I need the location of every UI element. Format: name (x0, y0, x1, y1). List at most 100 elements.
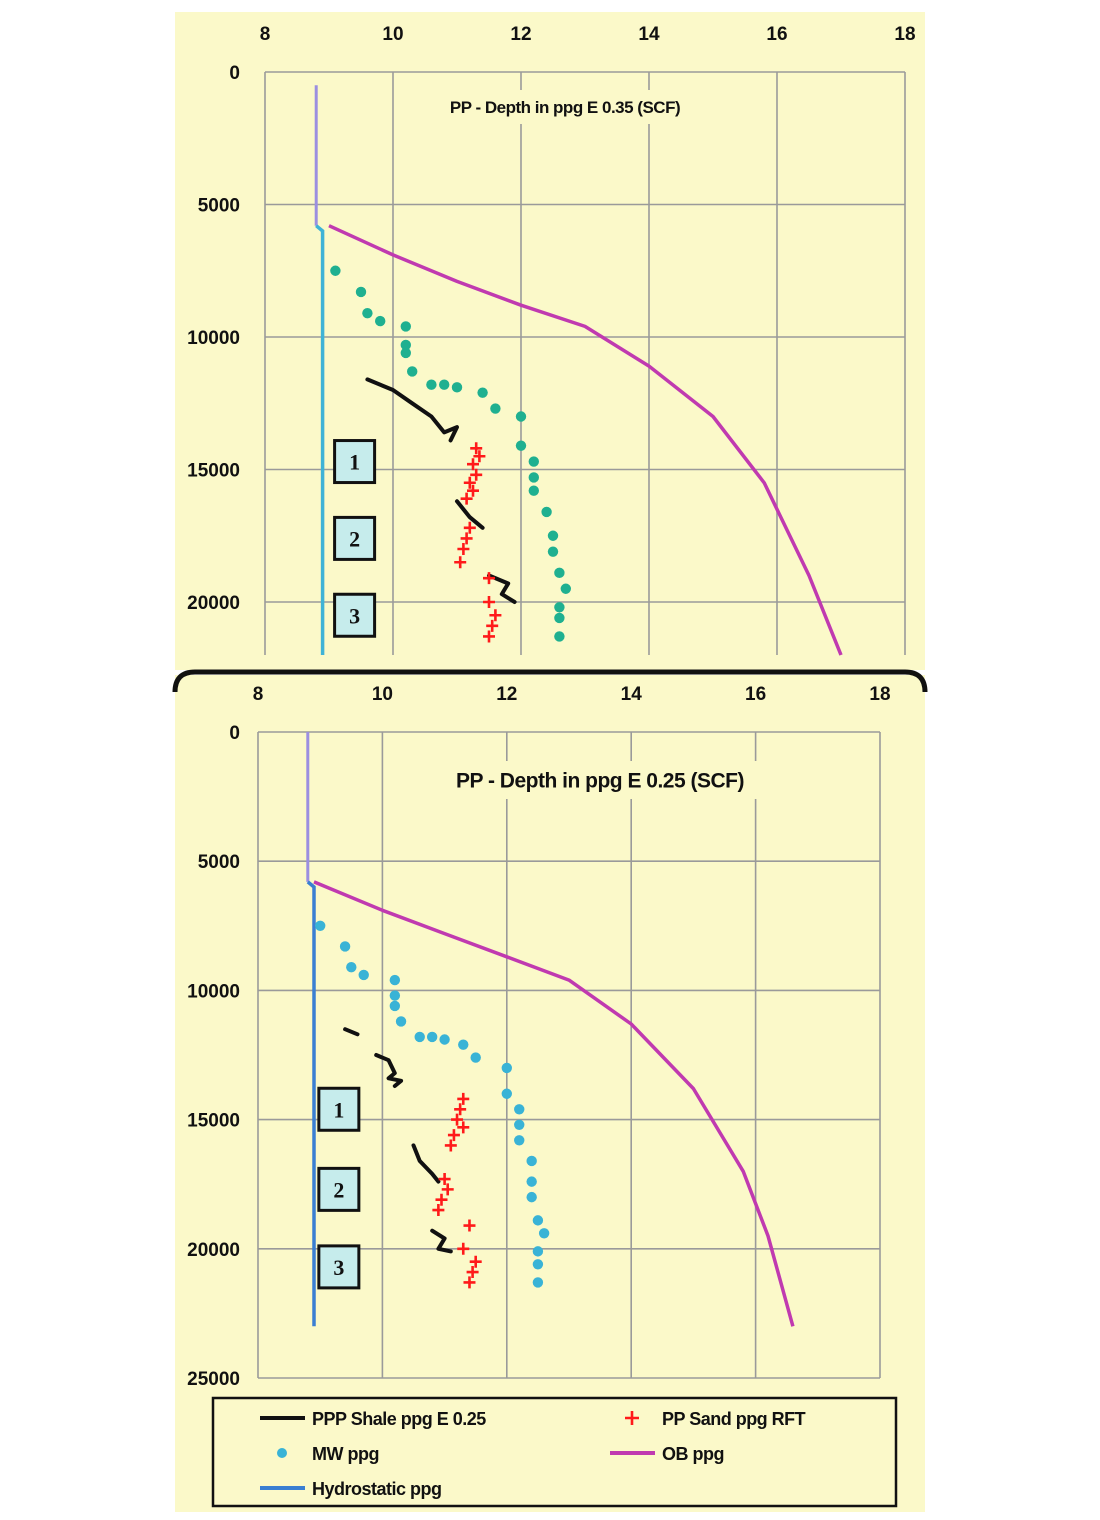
top-mw-point (528, 456, 539, 467)
bottom-sand-point (447, 1129, 460, 1142)
panel-background-bottom (175, 675, 925, 1512)
bottom-mw-point (389, 974, 401, 986)
bottom-sand-point (454, 1103, 467, 1116)
bottom-x-tick-label: 8 (253, 684, 264, 705)
bottom-mw-point (358, 969, 369, 981)
top-grid (264, 71, 906, 655)
top-mw-point (355, 286, 367, 298)
top-x-tick-label: 12 (510, 24, 531, 45)
top-shale-segment (365, 377, 459, 443)
top-mw-point (554, 567, 565, 579)
top-title-box (400, 90, 730, 124)
bottom-mw-point (389, 1000, 401, 1012)
top-mw-point (554, 602, 565, 613)
bottom-mw-point (439, 1034, 450, 1045)
bottom-y-tick-label: 10000 (187, 981, 240, 1002)
top-y-tick-label: 15000 (187, 461, 240, 482)
top-shale-segment (487, 573, 517, 604)
bottom-mw-point (514, 1135, 525, 1146)
top-mw-point (515, 440, 527, 451)
top-sand-point (489, 609, 502, 622)
bottom-sand-point (435, 1193, 448, 1206)
top-sand-point (463, 476, 476, 489)
bottom-mw-point (538, 1228, 550, 1239)
legend-swatch-plus (625, 1411, 639, 1425)
top-mw-point (515, 411, 527, 422)
top-sand-point (467, 484, 479, 497)
legend-label: OB ppg (662, 1444, 724, 1464)
bottom-zone-box (317, 1166, 361, 1212)
top-sand-point (486, 619, 499, 632)
top-mw-point (547, 546, 559, 557)
bottom-sand-point (438, 1173, 451, 1186)
bottom-mw-point (339, 941, 351, 952)
bottom-grid (257, 731, 881, 1379)
top-ob-line (328, 224, 843, 656)
top-zone-label: 1 (349, 450, 360, 475)
bottom-sand-point (457, 1092, 470, 1105)
bottom-mw-point (532, 1259, 544, 1270)
top-mw-point (541, 506, 552, 518)
top-mw-point (439, 379, 450, 390)
top-zone-label: 2 (349, 526, 360, 551)
legend-box (211, 1396, 898, 1508)
top-x-tick-label: 16 (766, 24, 787, 45)
bottom-mw-point (514, 1119, 525, 1130)
top-sand-point (457, 543, 470, 555)
top-sand-point (483, 572, 495, 585)
top-mw-point (560, 583, 571, 594)
top-mw-point (426, 379, 437, 390)
bottom-x-tick-label: 14 (621, 684, 643, 705)
bottom-sand-point (457, 1121, 470, 1134)
top-mw-point (554, 631, 565, 642)
bottom-sand-point (463, 1276, 476, 1289)
top-hydrostatic-line (315, 224, 325, 655)
bottom-sand-point (463, 1219, 476, 1232)
bottom-mw-point (532, 1277, 544, 1288)
bottom-mw-point (458, 1039, 469, 1050)
top-x-tick-label: 18 (894, 24, 915, 45)
bottom-mw-point (501, 1062, 512, 1074)
legend: PPP Shale ppg E 0.25 PP Sand ppg RFT MW pp… (211, 1396, 898, 1508)
legend-label: PPP Shale ppg E 0.25 (312, 1409, 486, 1429)
bottom-y-tick-label: 25000 (187, 1369, 240, 1390)
bottom-mw-point (389, 990, 401, 1001)
top-sand-point (460, 492, 473, 505)
bottom-sand-point (432, 1204, 445, 1217)
bottom-shale-segment (430, 1228, 453, 1254)
bottom-sand-point (457, 1242, 470, 1255)
bottom-x-tick-label: 12 (496, 684, 517, 705)
top-sand-point (470, 442, 483, 455)
legend-label: Hydrostatic ppg (312, 1479, 442, 1499)
bottom-zone-box (317, 1244, 361, 1290)
bottom-mw-point (532, 1215, 544, 1226)
bottom-mw-point (426, 1031, 438, 1043)
top-mw-point (451, 382, 463, 393)
bottom-y-tick-label: 5000 (198, 852, 240, 873)
top-mw-point (375, 315, 386, 327)
top-mw-point (330, 265, 341, 276)
bottom-shale-segment (411, 1143, 441, 1184)
top-sand-point (454, 556, 467, 569)
top-sand-point (467, 458, 479, 471)
top-sand-point (483, 596, 495, 608)
top-x-tick-label: 14 (638, 24, 660, 45)
bottom-mw-point (526, 1155, 537, 1167)
top-y-tick-label: 0 (229, 63, 240, 84)
top-y-tick-label: 5000 (198, 196, 240, 217)
top-mw-point (547, 530, 559, 541)
top-zone-box (333, 515, 377, 561)
bottom-chart-title: PP - Depth in ppg E 0.25 (SCF) (456, 770, 744, 793)
top-mw-point (362, 307, 373, 319)
bottom-ob-line (313, 880, 795, 1327)
top-sand-point (460, 532, 473, 545)
bottom-sand-point (441, 1183, 454, 1196)
top-y-tick-label: 20000 (187, 593, 240, 614)
top-sand-point (463, 521, 476, 534)
top-mw-point (400, 347, 411, 359)
top-mw-point (477, 387, 488, 398)
top-mw-point (400, 321, 411, 332)
bottom-mw-point (346, 961, 357, 973)
top-sand-point (470, 468, 483, 481)
